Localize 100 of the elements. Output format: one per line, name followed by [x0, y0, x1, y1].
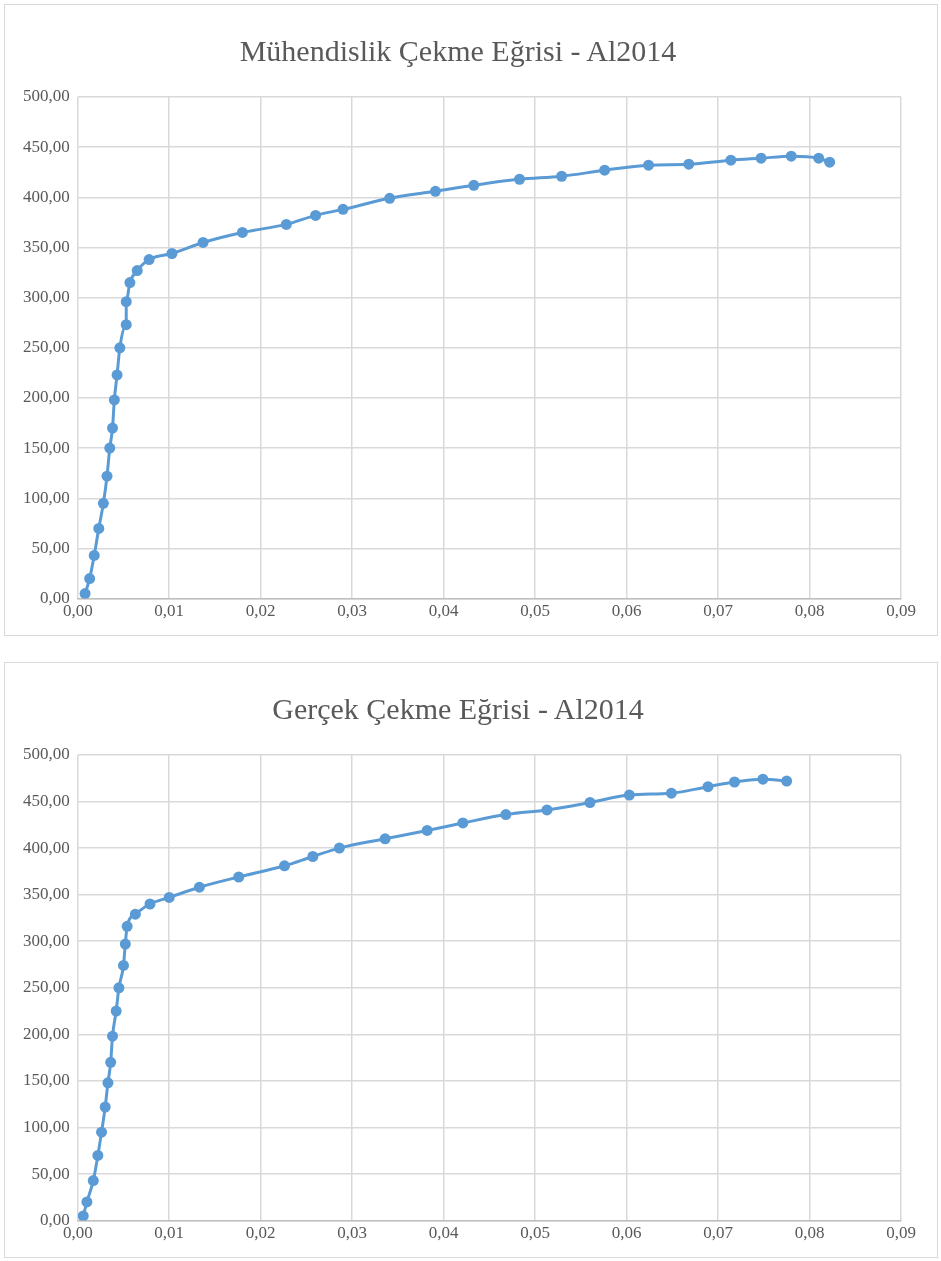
point: [755, 152, 767, 164]
y-tick-label: 350,00: [23, 884, 70, 904]
y-tick-label: 50,00: [31, 1163, 70, 1183]
x-tick-label: 0,01: [154, 1223, 185, 1243]
point: [623, 789, 635, 801]
point: [379, 833, 391, 845]
y-tick-label: 400,00: [23, 186, 70, 206]
point: [643, 159, 655, 171]
x-tick-label: 0,09: [886, 601, 916, 621]
point: [166, 248, 178, 259]
point: [337, 203, 349, 215]
y-tick-label: 300,00: [23, 930, 70, 950]
y-tick-label: 500,00: [23, 744, 70, 764]
point: [233, 871, 245, 883]
point: [110, 1005, 122, 1017]
x-tick-label: 0,04: [428, 601, 460, 621]
chart-title: Gerçek Çekme Eğrisi - Al2014: [272, 691, 644, 725]
point: [468, 179, 480, 191]
point: [813, 152, 825, 164]
point: [131, 265, 143, 277]
point: [108, 394, 120, 406]
point: [757, 773, 769, 785]
y-tick-label: 200,00: [23, 1023, 70, 1043]
point: [88, 549, 100, 561]
point: [101, 470, 113, 482]
point: [93, 522, 105, 534]
point: [121, 920, 133, 932]
point: [144, 898, 156, 910]
point: [77, 1210, 89, 1221]
point: [97, 497, 109, 509]
point: [514, 173, 526, 185]
y-tick-label: 300,00: [23, 287, 70, 307]
y-tick-label: 100,00: [23, 487, 70, 507]
point: [702, 781, 714, 793]
point: [310, 209, 322, 221]
point: [556, 170, 568, 182]
x-tick-label: 0,04: [428, 1223, 460, 1243]
point: [725, 154, 737, 166]
point: [729, 776, 741, 788]
x-tick-label: 0,05: [520, 601, 550, 621]
point: [129, 908, 141, 920]
point: [785, 150, 797, 162]
point: [107, 1030, 119, 1042]
point: [384, 192, 396, 204]
point: [197, 236, 209, 248]
point: [683, 158, 695, 170]
point: [81, 1196, 93, 1208]
x-tick-label: 0,05: [520, 1223, 550, 1243]
y-tick-label: 450,00: [23, 791, 70, 811]
x-tick-label: 0,08: [794, 1223, 825, 1243]
point: [584, 796, 596, 808]
x-tick-label: 0,07: [703, 1223, 734, 1243]
point: [421, 824, 433, 836]
y-tick-label: 250,00: [23, 337, 70, 357]
point: [280, 218, 292, 230]
point: [665, 787, 677, 799]
x-tick-label: 0,07: [703, 601, 734, 621]
x-tick-label: 0,02: [245, 601, 276, 621]
point: [102, 1077, 114, 1089]
point: [429, 185, 441, 197]
point: [114, 342, 126, 354]
x-tick-label: 0,03: [337, 1223, 368, 1243]
y-tick-label: 150,00: [23, 437, 70, 457]
y-tick-label: 250,00: [23, 977, 70, 997]
point: [541, 804, 553, 816]
point: [105, 1056, 117, 1068]
point: [824, 156, 836, 168]
point: [92, 1149, 104, 1161]
y-tick-label: 50,00: [31, 537, 70, 557]
point: [117, 959, 129, 971]
y-tick-label: 150,00: [23, 1070, 70, 1090]
point: [87, 1175, 99, 1187]
x-tick-label: 0,03: [337, 601, 368, 621]
point: [278, 860, 290, 872]
point: [236, 226, 248, 238]
point: [124, 277, 136, 289]
point: [143, 254, 155, 266]
point: [599, 164, 611, 176]
point: [500, 809, 512, 821]
point: [119, 938, 131, 950]
point: [457, 817, 469, 829]
y-tick-label: 400,00: [23, 837, 70, 857]
point: [333, 842, 345, 854]
x-tick-label: 0,02: [245, 1223, 276, 1243]
point: [104, 442, 116, 454]
point: [120, 319, 132, 331]
point: [107, 422, 119, 434]
point: [84, 573, 96, 585]
point: [193, 881, 205, 893]
y-tick-label: 200,00: [23, 387, 70, 407]
y-tick-label: 450,00: [23, 136, 70, 156]
point: [99, 1101, 111, 1113]
x-tick-label: 0,09: [886, 1223, 916, 1243]
point: [163, 891, 175, 903]
x-tick-label: 0,06: [611, 1223, 642, 1243]
point: [781, 775, 793, 787]
point: [79, 588, 91, 599]
y-tick-label: 500,00: [23, 86, 70, 106]
x-tick-label: 0,01: [154, 601, 185, 621]
point: [111, 369, 123, 381]
